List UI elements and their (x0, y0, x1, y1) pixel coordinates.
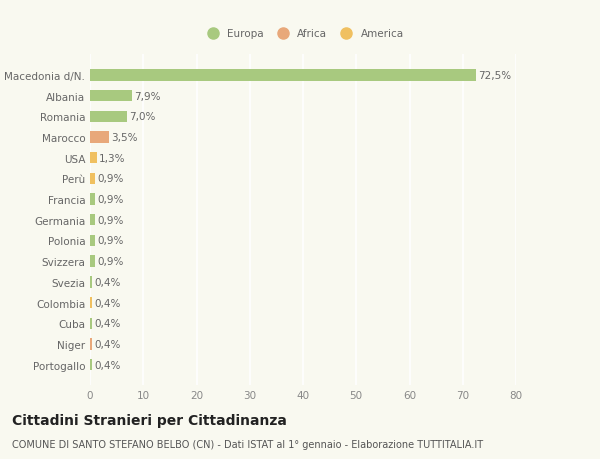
Bar (90, 318, 92, 329)
Bar (90, 256, 95, 267)
Bar (90, 277, 92, 288)
Text: 0,4%: 0,4% (94, 277, 121, 287)
Text: 72,5%: 72,5% (478, 71, 511, 81)
Text: 7,9%: 7,9% (134, 91, 161, 101)
Text: 0,4%: 0,4% (94, 319, 121, 329)
Text: 0,4%: 0,4% (94, 360, 121, 370)
Bar (90, 235, 95, 246)
Text: 0,9%: 0,9% (97, 215, 123, 225)
Bar (90, 153, 97, 164)
Text: 0,9%: 0,9% (97, 257, 123, 267)
Bar (90, 70, 476, 81)
Bar (90, 339, 92, 350)
Bar (90, 359, 92, 370)
Text: 0,4%: 0,4% (94, 298, 121, 308)
Text: 3,5%: 3,5% (111, 133, 137, 143)
Text: 0,9%: 0,9% (97, 174, 123, 184)
Bar (90, 297, 92, 308)
Text: 0,4%: 0,4% (94, 339, 121, 349)
Text: 7,0%: 7,0% (130, 112, 156, 122)
Text: COMUNE DI SANTO STEFANO BELBO (CN) - Dati ISTAT al 1° gennaio - Elaborazione TUT: COMUNE DI SANTO STEFANO BELBO (CN) - Dat… (12, 440, 483, 449)
Bar (90, 112, 127, 123)
Text: 1,3%: 1,3% (99, 153, 125, 163)
Bar (90, 215, 95, 226)
Text: 0,9%: 0,9% (97, 236, 123, 246)
Legend: Europa, Africa, America: Europa, Africa, America (200, 27, 406, 41)
Bar (90, 91, 132, 102)
Bar (90, 174, 95, 185)
Text: Cittadini Stranieri per Cittadinanza: Cittadini Stranieri per Cittadinanza (12, 414, 287, 428)
Text: 0,9%: 0,9% (97, 195, 123, 205)
Bar (90, 194, 95, 205)
Bar (90, 132, 109, 143)
